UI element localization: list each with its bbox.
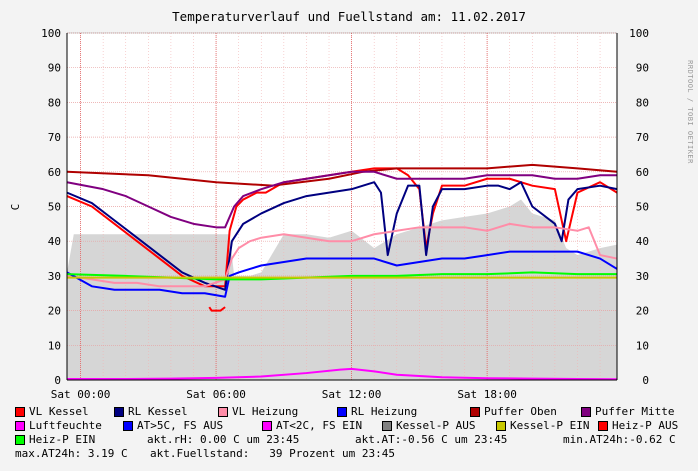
series-line-6 (67, 367, 618, 381)
stat-max-at24h: max.AT24h: 3.19 C (15, 447, 128, 460)
x-tick-label: Sat 12:00 (322, 388, 382, 401)
series-line-1 (66, 181, 618, 291)
legend-item-heiz-p-ein: Heiz-P EIN (15, 433, 95, 446)
y-tick-label-right: 100 (629, 27, 649, 40)
y-axis-label: C (9, 204, 22, 211)
y-tick-label-right: 10 (636, 339, 649, 352)
y-tick-label-left: 30 (48, 270, 61, 283)
legend-row-2: Luftfeuchte AT>5C, FS AUS AT<2C, FS EIN … (0, 419, 698, 433)
series-line-2 (66, 222, 618, 288)
x-tick-label: Sat 00:00 (51, 388, 111, 401)
legend-item-puffer-oben: Puffer Oben (470, 405, 557, 418)
chart-title: Temperaturverlauf und Fuellstand am: 11.… (172, 9, 526, 24)
y-tick-label-left: 70 (48, 131, 61, 144)
legend-row-1: VL Kessel RL Kessel VL Heizung RL Heizun… (0, 405, 698, 419)
y-tick-label-right: 30 (636, 270, 649, 283)
series-line-5 (66, 170, 617, 229)
legend-item-at-lt2c: AT<2C, FS EIN (262, 419, 362, 432)
legend-item-rl-heizung: RL Heizung (337, 405, 417, 418)
y-tick-label-left: 80 (48, 96, 61, 109)
legend-item-luftfeuchte: Luftfeuchte (15, 419, 102, 432)
stat-akt-at: akt.AT:-0.56 C um 23:45 (355, 433, 508, 446)
y-tick-label-right: 40 (636, 235, 649, 248)
stat-min-at24h: min.AT24h:-0.62 C (563, 433, 676, 446)
legend-item-vl-heizung: VL Heizung (218, 405, 298, 418)
y-tick-label-left: 20 (48, 305, 61, 318)
y-tick-label-right: 0 (642, 374, 649, 387)
y-tick-label-left: 50 (48, 201, 61, 214)
x-tick-label: Sat 18:00 (457, 388, 517, 401)
x-tick-label: Sat 06:00 (186, 388, 246, 401)
y-tick-label-right: 50 (636, 201, 649, 214)
watermark: RRDTOOL / TOBI OETIKER (686, 60, 694, 164)
y-tick-label-left: 90 (48, 62, 61, 75)
legend-item-vl-kessel: VL Kessel (15, 405, 89, 418)
legend-item-heiz-p-aus: Heiz-P AUS (598, 419, 678, 432)
y-tick-label-right: 70 (636, 131, 649, 144)
y-tick-label-right: 60 (636, 166, 649, 179)
y-tick-label-left: 40 (48, 235, 61, 248)
legend-item-rl-kessel: RL Kessel (114, 405, 188, 418)
fuellstand-area (67, 199, 617, 380)
legend-row-3: Heiz-P EIN akt.rH: 0.00 C um 23:45 akt.A… (0, 433, 698, 447)
y-tick-label-left: 100 (41, 27, 61, 40)
stat-akt-fuellstand: akt.Fuellstand: 39 Prozent um 23:45 (150, 447, 396, 460)
y-tick-label-left: 10 (48, 339, 61, 352)
series-line-9 (208, 306, 226, 312)
stat-akt-rh: akt.rH: 0.00 C um 23:45 (147, 433, 300, 446)
legend-item-kessel-p-ein: Kessel-P EIN (496, 419, 589, 432)
y-tick-label-right: 20 (636, 305, 649, 318)
series-line-4 (66, 163, 618, 187)
series-line-3 (66, 250, 618, 298)
y-tick-label-left: 60 (48, 166, 61, 179)
y-tick-label-right: 80 (636, 96, 649, 109)
y-tick-label-right: 90 (636, 62, 649, 75)
legend-item-at-gt5c: AT>5C, FS AUS (123, 419, 223, 432)
legend-row-4: max.AT24h: 3.19 C akt.Fuellstand: 39 Pro… (0, 447, 698, 461)
y-tick-label-left: 0 (54, 374, 61, 387)
legend-item-puffer-mitte: Puffer Mitte (581, 405, 674, 418)
legend-item-kessel-p-aus: Kessel-P AUS (382, 419, 475, 432)
